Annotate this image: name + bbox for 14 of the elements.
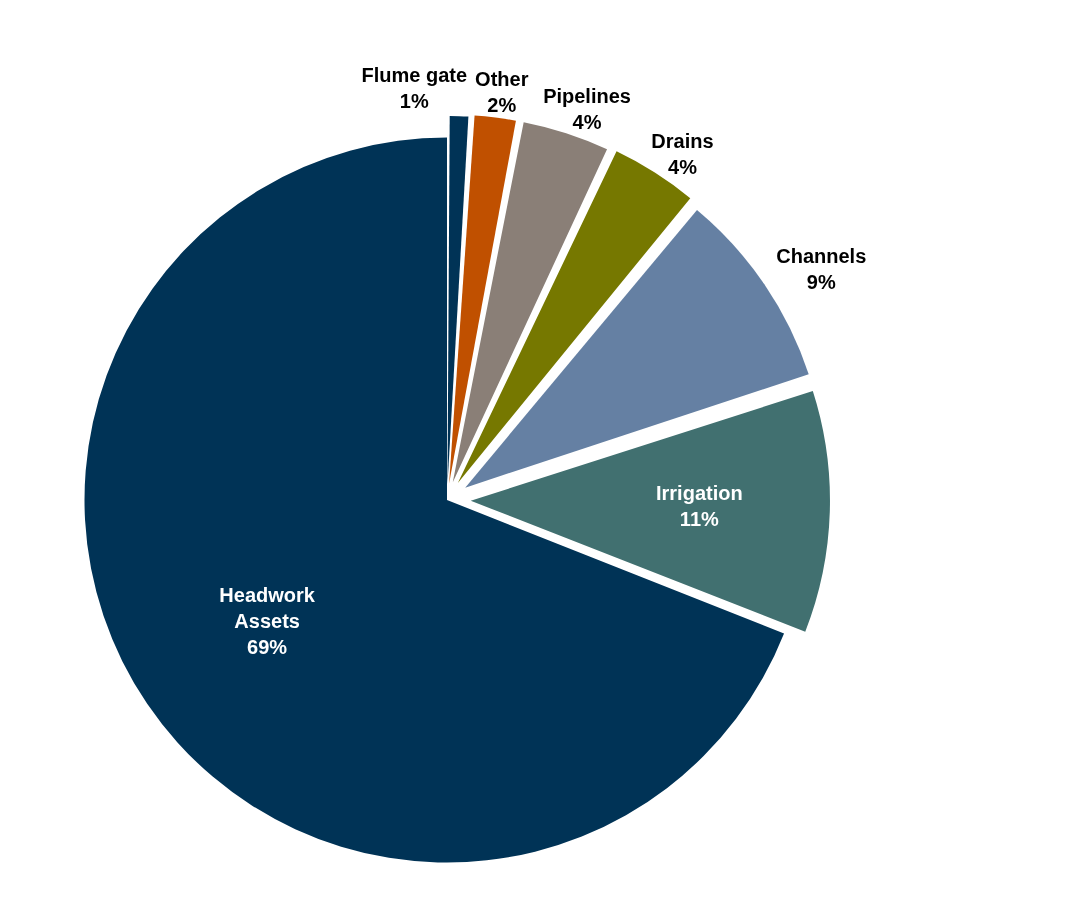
slice-label: Pipelines	[543, 85, 631, 108]
data-label: 4%	[668, 155, 698, 178]
slice-label: Irrigation	[655, 482, 743, 505]
slice-label: Drains	[651, 129, 714, 152]
slice-label: Flume gate	[361, 63, 468, 86]
slice-label: Other	[475, 67, 529, 90]
data-label: 4%	[572, 111, 602, 134]
data-label: 11%	[679, 508, 719, 531]
data-label: 9%	[806, 271, 836, 294]
data-label: 1%	[399, 89, 429, 112]
data-label: 69%	[247, 635, 288, 658]
slice-label: Channels	[776, 245, 867, 268]
slice-label: Headwork Assets	[219, 583, 316, 632]
data-label: 2%	[487, 93, 517, 116]
